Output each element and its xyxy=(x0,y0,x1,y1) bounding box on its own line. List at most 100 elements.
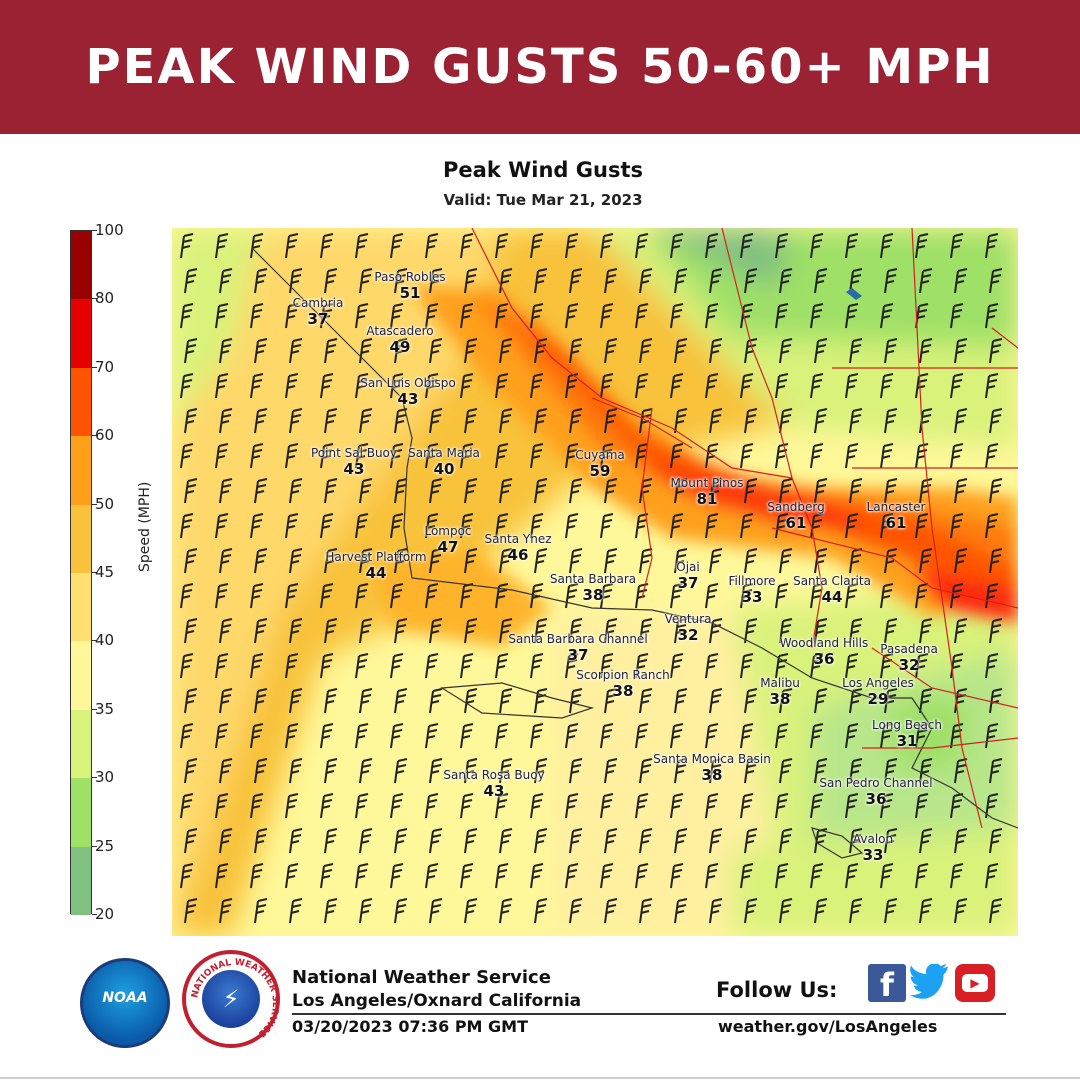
wind-barb xyxy=(324,408,338,434)
wind-barb xyxy=(499,758,513,784)
colorbar-tick-label: 35 xyxy=(95,699,115,718)
colorbar-segment xyxy=(71,846,91,916)
station-name: Point Sal Buoy xyxy=(310,446,398,460)
station-name: Sandberg xyxy=(767,500,825,514)
wind-barb xyxy=(845,583,859,609)
wind-barb xyxy=(709,758,723,784)
wind-barb xyxy=(569,618,583,644)
wind-barb xyxy=(915,863,929,889)
noaa-logo-text: NOAA xyxy=(102,990,148,1006)
wind-barb xyxy=(954,478,968,504)
wind-barb xyxy=(285,863,299,889)
wind-barb xyxy=(184,408,198,434)
twitter-icon[interactable] xyxy=(909,964,951,1002)
wind-barb xyxy=(180,863,194,889)
wind-barb xyxy=(744,758,758,784)
colorbar-segment xyxy=(71,367,91,437)
wind-barb xyxy=(324,478,338,504)
map-subtitle: Valid: Tue Mar 21, 2023 xyxy=(443,191,643,209)
colorbar-segment xyxy=(71,504,91,574)
colorbar-tick-mark xyxy=(92,366,97,368)
wind-barb xyxy=(989,268,1003,294)
wind-barb xyxy=(600,513,614,539)
wind-barb xyxy=(394,478,408,504)
wind-barb xyxy=(845,653,859,679)
colorbar-tick-label: 50 xyxy=(95,494,115,513)
station-marker: Ventura 32 xyxy=(665,612,712,644)
wind-barb xyxy=(499,478,513,504)
wind-barb xyxy=(254,478,268,504)
wind-barb xyxy=(810,653,824,679)
wind-barb xyxy=(460,443,474,469)
wind-barb xyxy=(534,548,548,574)
station-gust-value: 61 xyxy=(885,514,907,532)
wind-barb xyxy=(429,898,443,924)
station-marker: Santa Ynez 46 xyxy=(484,532,551,564)
wind-barb xyxy=(604,548,618,574)
wind-barb xyxy=(810,583,824,609)
wind-barb xyxy=(985,513,999,539)
facebook-icon[interactable]: f xyxy=(868,964,906,1004)
wind-barb xyxy=(425,513,439,539)
wind-barb xyxy=(884,478,898,504)
wind-barb xyxy=(989,898,1003,924)
wind-barb xyxy=(324,898,338,924)
wind-barb xyxy=(215,233,229,259)
wind-barb xyxy=(254,618,268,644)
wind-barb xyxy=(285,513,299,539)
wind-barb xyxy=(810,793,824,819)
wind-barb xyxy=(985,723,999,749)
wind-barb xyxy=(849,408,863,434)
wind-barb xyxy=(250,513,264,539)
wind-barb xyxy=(254,268,268,294)
wind-barb xyxy=(779,338,793,364)
wind-barb xyxy=(215,443,229,469)
wind-barb xyxy=(394,898,408,924)
wind-barb xyxy=(954,548,968,574)
wind-barb xyxy=(884,268,898,294)
wind-barb xyxy=(779,688,793,714)
wind-barb xyxy=(530,583,544,609)
wind-barb xyxy=(289,548,303,574)
station-marker: Malibu 38 xyxy=(760,676,800,708)
station-name: San Pedro Channel xyxy=(819,776,933,790)
wind-barb xyxy=(534,758,548,784)
wind-barb xyxy=(530,303,544,329)
wind-barb xyxy=(390,863,404,889)
station-marker: Avalon 33 xyxy=(853,832,893,864)
wind-barb xyxy=(989,478,1003,504)
wind-barb xyxy=(425,793,439,819)
wind-barb xyxy=(744,898,758,924)
wind-barb xyxy=(604,268,618,294)
wind-barb xyxy=(880,583,894,609)
wind-barb xyxy=(635,513,649,539)
wind-barb xyxy=(254,338,268,364)
wind-barb xyxy=(215,793,229,819)
wind-barb xyxy=(954,338,968,364)
wind-barb xyxy=(705,303,719,329)
station-name: Avalon xyxy=(852,832,894,846)
wind-barb xyxy=(740,443,754,469)
station-name: Atascadero xyxy=(366,324,434,338)
wind-barb xyxy=(180,303,194,329)
wind-barb xyxy=(289,828,303,854)
wind-barb xyxy=(495,793,509,819)
wind-barb xyxy=(884,618,898,644)
wind-barb xyxy=(219,548,233,574)
colorbar-tick-mark xyxy=(92,298,97,300)
wind-barb xyxy=(775,583,789,609)
wind-barb xyxy=(814,688,828,714)
wind-barb xyxy=(250,723,264,749)
youtube-icon[interactable]: ▶ xyxy=(955,964,995,1002)
wind-barb xyxy=(600,443,614,469)
wind-barb xyxy=(880,793,894,819)
website-link[interactable]: weather.gov/LosAngeles xyxy=(718,1017,938,1036)
station-gust-value: 36 xyxy=(865,790,887,808)
wind-barb xyxy=(705,723,719,749)
wind-barb xyxy=(429,758,443,784)
wind-barb xyxy=(534,408,548,434)
wind-barb xyxy=(285,793,299,819)
wind-barb xyxy=(534,338,548,364)
wind-barb xyxy=(600,233,614,259)
wind-barb xyxy=(810,233,824,259)
